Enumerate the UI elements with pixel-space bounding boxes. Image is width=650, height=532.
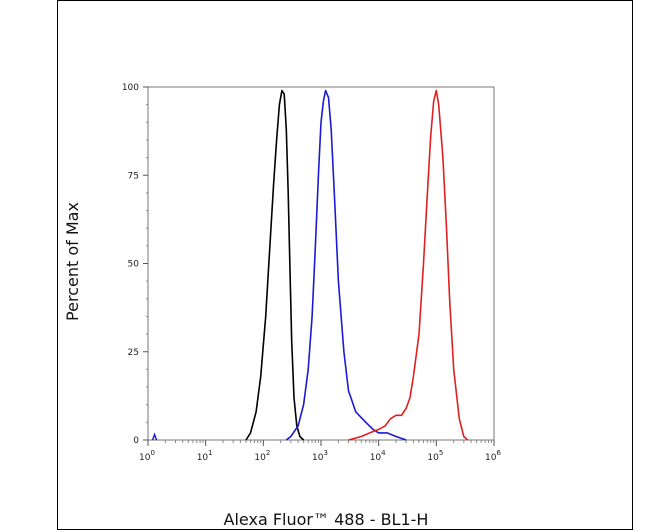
x-tick-label: 102 [254, 449, 270, 463]
y-tick-label: 25 [128, 348, 139, 358]
y-tick-label: 0 [133, 436, 139, 446]
x-tick-label: 105 [427, 449, 443, 463]
x-tick-label: 100 [139, 449, 155, 463]
y-axis-label: Percent of Max [63, 202, 82, 321]
blue-marker [151, 432, 158, 441]
y-tick-label: 50 [128, 260, 140, 270]
x-tick-label: 104 [370, 449, 386, 463]
histogram-series-1 [245, 89, 305, 441]
x-tick-label: 101 [197, 449, 213, 463]
x-axis-label: Alexa Fluor™ 488 - BL1-H [224, 510, 429, 529]
histogram-series-2 [285, 89, 407, 441]
chart-frame [57, 0, 633, 530]
histogram-series-3 [348, 89, 469, 441]
y-tick-label: 100 [122, 83, 139, 93]
x-tick-label: 106 [485, 449, 501, 463]
y-tick-label: 75 [128, 171, 139, 181]
x-tick-label: 103 [312, 449, 328, 463]
